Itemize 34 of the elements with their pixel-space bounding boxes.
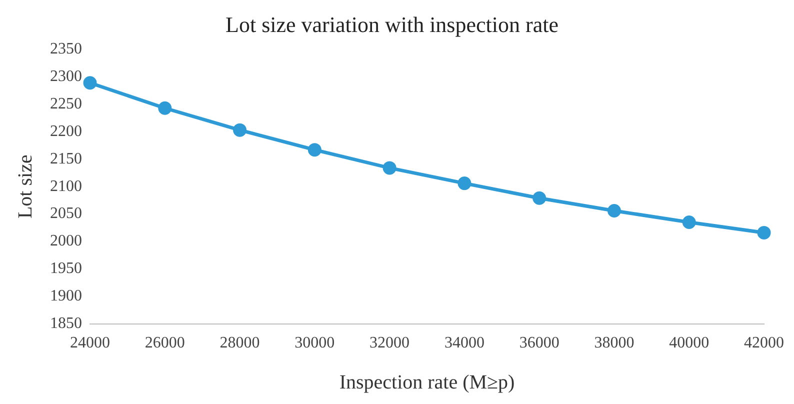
- y-tick-label: 1850: [50, 315, 82, 332]
- x-tick-label: 32000: [370, 334, 410, 352]
- y-tick-label: 2050: [50, 205, 82, 222]
- x-tick-label: 40000: [669, 334, 710, 352]
- x-axis-title: Inspection rate (M≥p): [339, 371, 515, 394]
- point: [158, 101, 172, 115]
- point: [607, 204, 621, 218]
- x-tick-label: 34000: [444, 334, 484, 352]
- x-tick-label: 30000: [294, 334, 335, 352]
- chart-title: Lot size variation with inspection rate: [226, 12, 558, 37]
- y-tick-label: 2300: [50, 68, 82, 86]
- y-tick-label: 1950: [50, 260, 82, 278]
- point: [757, 226, 771, 240]
- y-tick-label: 2250: [50, 95, 82, 112]
- x-tick-label: 24000: [70, 334, 110, 352]
- point: [532, 191, 546, 205]
- point: [458, 176, 472, 190]
- x-tick-label: 36000: [519, 334, 560, 352]
- y-axis-title: Lot size: [14, 154, 36, 219]
- y-tick-label: 2000: [50, 232, 82, 250]
- y-tick-label: 2350: [50, 40, 82, 58]
- y-tick-label: 2100: [50, 178, 82, 195]
- point: [83, 76, 97, 90]
- x-tick-label: 28000: [220, 334, 260, 352]
- y-tick-label: 2200: [50, 122, 82, 140]
- y-tick-label: 2150: [50, 150, 82, 168]
- x-tick-label: 38000: [594, 334, 634, 352]
- x-tick-label: 42000: [744, 334, 784, 352]
- y-tick-label: 1900: [50, 288, 82, 305]
- point: [233, 123, 247, 137]
- x-tick-label: 26000: [144, 334, 185, 352]
- point: [308, 143, 322, 157]
- point: [682, 216, 696, 230]
- point: [382, 161, 396, 175]
